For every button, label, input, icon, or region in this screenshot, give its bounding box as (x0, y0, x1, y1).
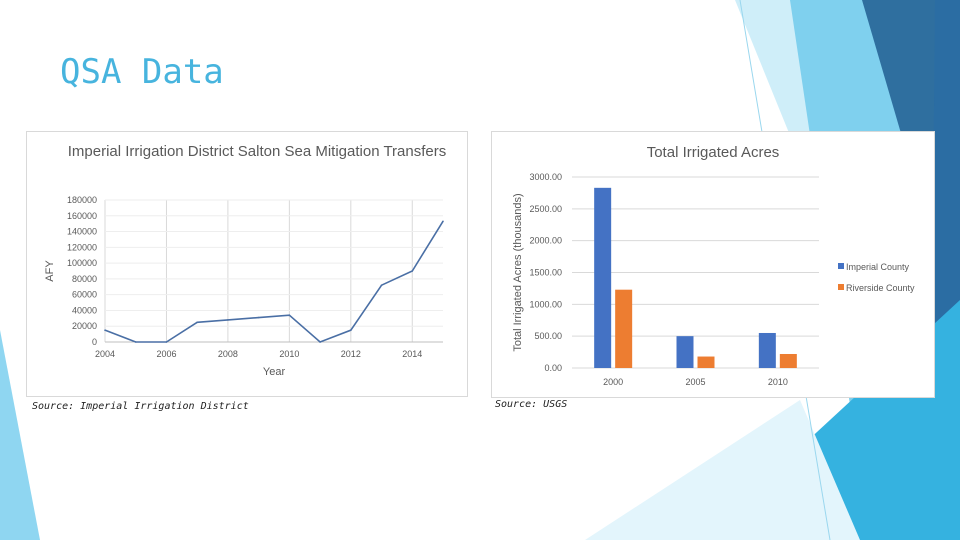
y-tick-label: 80000 (72, 274, 97, 284)
y-tick-label: 160000 (67, 211, 97, 221)
y-tick-label: 140000 (67, 227, 97, 237)
legend-label: Imperial County (846, 262, 910, 272)
transfers-data-point (350, 329, 352, 331)
x-tick-label: 2006 (156, 349, 176, 359)
transfers-line-chart: 2004 2006 2008 2010 2012 2014 0 20000 40000 60000… (44, 195, 444, 378)
left-source-note: Source: Imperial Irrigation District (32, 401, 249, 412)
bar-imperial-2010 (758, 332, 776, 368)
transfers-data-point (227, 319, 229, 321)
bar-riverside-2010 (779, 353, 797, 368)
transfers-series-line (104, 220, 444, 343)
y-tick-label: 500.00 (534, 331, 562, 341)
irrigated-acres-chart-panel: Total Irrigated Acres 0.00 500.00 1000.00 1… (491, 131, 935, 398)
bar-riverside-2005 (697, 356, 715, 368)
y-tick-label: 0.00 (544, 363, 562, 373)
legend-swatch (838, 284, 844, 290)
transfers-data-point (411, 270, 414, 272)
x-axis-label: Year (263, 366, 286, 378)
y-tick-label: 40000 (72, 305, 97, 315)
transfers-data-point (319, 341, 321, 343)
x-tick-label: 2012 (341, 349, 361, 359)
y-tick-label: 120000 (67, 242, 97, 252)
x-tick-label: 2005 (685, 377, 705, 387)
transfers-data-point (288, 314, 291, 316)
decor-shape-left (0, 330, 40, 540)
y-tick-label: 2500.00 (529, 204, 562, 214)
bar-imperial-2000 (594, 187, 612, 368)
transfers-chart-panel: Imperial Irrigation District Salton Sea … (26, 131, 468, 397)
legend-swatch (838, 263, 844, 269)
x-tick-label: 2010 (768, 377, 788, 387)
x-tick-label: 2014 (402, 349, 422, 359)
transfers-data-point (165, 341, 168, 343)
legend-label: Riverside County (846, 283, 915, 293)
slide-title: QSA Data (60, 52, 224, 92)
transfers-chart-title: Imperial Irrigation District Salton Sea … (67, 143, 447, 160)
x-tick-label: 2004 (95, 349, 115, 359)
transfers-data-point (196, 321, 198, 324)
y-tick-label: 2000.00 (529, 236, 562, 246)
y-tick-label: 180000 (67, 195, 97, 205)
y-axis-label: AFY (44, 260, 56, 282)
transfers-data-point (380, 284, 383, 286)
y-tick-label: 0 (92, 337, 97, 347)
irrigated-acres-chart-title: Total Irrigated Acres (646, 144, 780, 161)
y-tick-label: 20000 (72, 321, 97, 331)
y-tick-label: 60000 (72, 290, 97, 300)
transfers-data-point (134, 341, 137, 343)
y-axis-label: Total Irrigated Acres (thousands) (512, 193, 524, 351)
x-tick-label: 2000 (603, 377, 623, 387)
irrigated-acres-bar-chart: 0.00 500.00 1000.00 1500.00 2000.00 2500.00 30… (512, 172, 915, 387)
y-tick-label: 1000.00 (529, 299, 562, 309)
decor-shape-bottom-light (585, 400, 860, 540)
right-source-note: Source: USGS (495, 399, 568, 410)
bar-riverside-2000 (615, 289, 633, 368)
y-tick-label: 1500.00 (529, 268, 562, 278)
y-tick-label: 100000 (67, 258, 97, 268)
transfers-data-point (442, 220, 444, 223)
x-tick-label: 2010 (279, 349, 299, 359)
transfers-data-point (104, 329, 106, 331)
y-tick-label: 3000.00 (529, 172, 562, 182)
x-tick-label: 2008 (218, 349, 238, 359)
transfers-data-point (257, 316, 260, 319)
bar-imperial-2005 (676, 336, 694, 368)
